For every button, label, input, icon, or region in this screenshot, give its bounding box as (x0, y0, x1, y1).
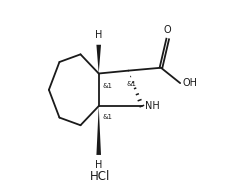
Text: H: H (95, 160, 102, 170)
Polygon shape (96, 45, 101, 74)
Text: NH: NH (144, 101, 159, 111)
Polygon shape (96, 106, 101, 155)
Text: HCl: HCl (89, 169, 109, 183)
Text: O: O (163, 25, 171, 35)
Text: &1: &1 (102, 114, 112, 120)
Text: &1: &1 (102, 83, 112, 89)
Text: &1: &1 (126, 81, 136, 87)
Text: OH: OH (181, 78, 196, 88)
Text: H: H (95, 30, 102, 40)
